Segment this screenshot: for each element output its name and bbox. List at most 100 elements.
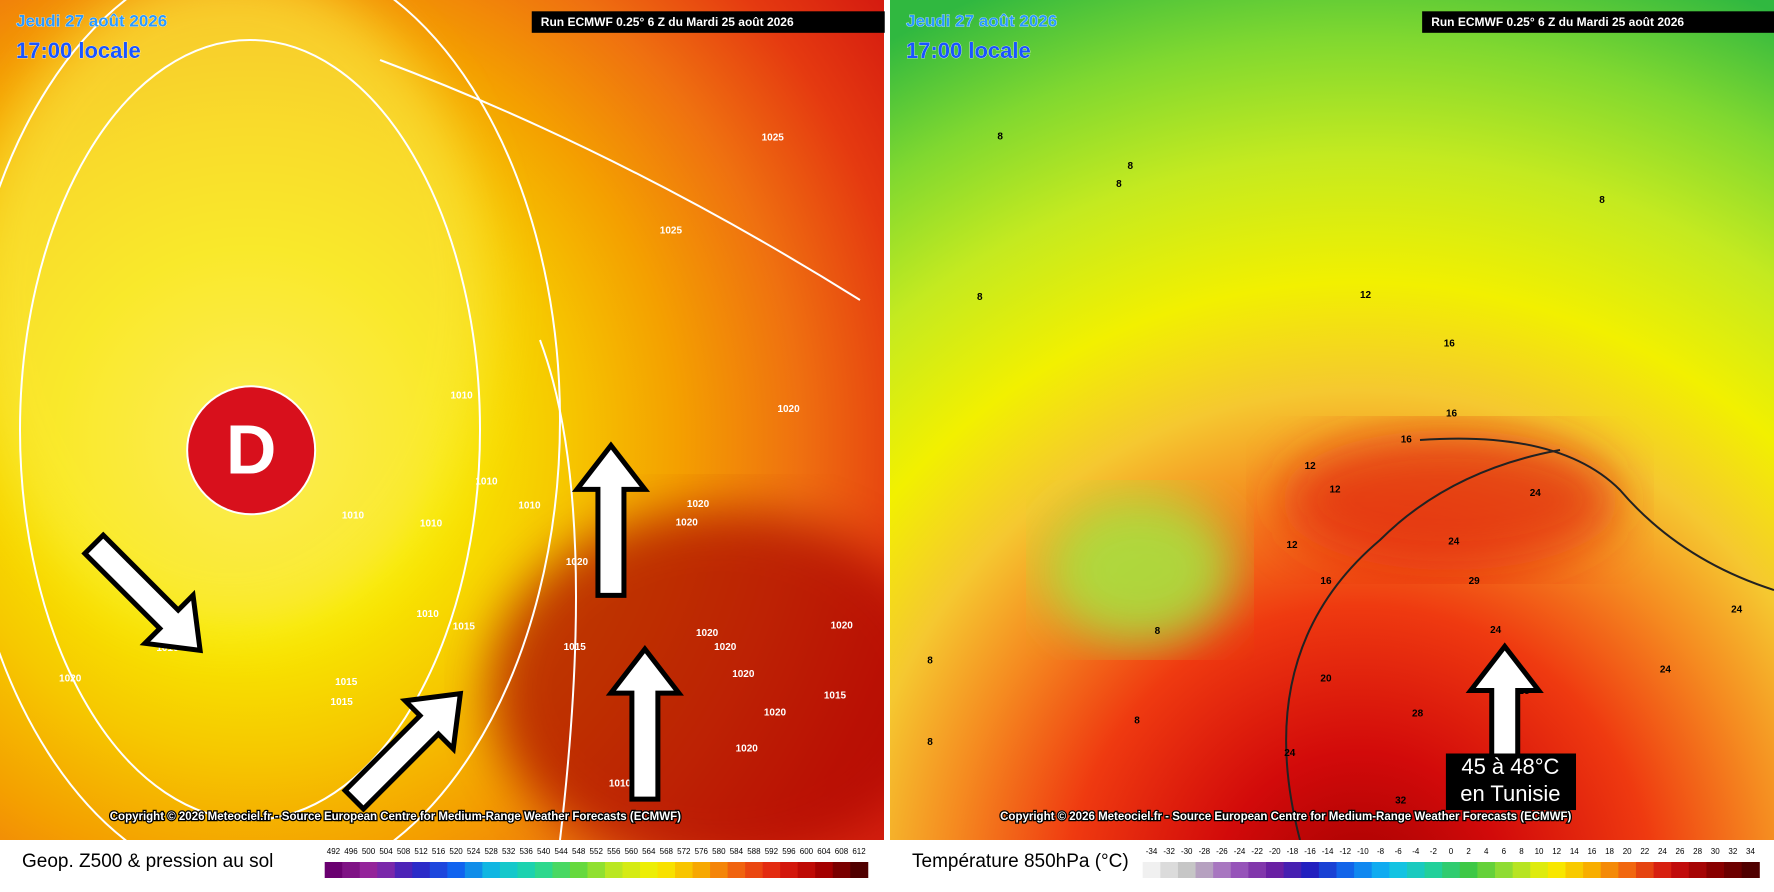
annotation: 45 à 48°C: [1461, 754, 1559, 779]
scale-cell: [1495, 862, 1514, 878]
scale-cell: [640, 862, 659, 878]
scale-label: 512: [414, 847, 428, 856]
scale-cell: [324, 862, 343, 878]
scale-cell: [569, 862, 588, 878]
scale-label: -18: [1287, 847, 1299, 856]
contour-label: 1010: [475, 477, 498, 488]
contour-label: 8: [977, 292, 983, 303]
contour-label: 16: [1446, 409, 1458, 420]
annotation: en Tunisie: [1460, 781, 1560, 806]
scale-cell: [1318, 862, 1337, 878]
scale-cell: [1547, 862, 1567, 878]
scale-label: 564: [642, 847, 656, 856]
scale-cell: [797, 862, 816, 878]
contour-label: 1015: [335, 677, 358, 688]
contour-label: 29: [1469, 576, 1481, 587]
run-label: Run ECMWF 0.25° 6 Z du Mardi 25 août 202…: [541, 15, 794, 29]
scale-cell: [394, 862, 413, 878]
contour-label: 12: [1286, 540, 1298, 551]
contour-label: 1010: [518, 500, 541, 511]
scale-cell: [1177, 862, 1197, 878]
scale-label: -12: [1340, 847, 1352, 856]
scale-label: 24: [1658, 847, 1667, 856]
scale-cell: [552, 862, 571, 878]
scale-label: 2: [1466, 847, 1471, 856]
scale-label: 504: [379, 847, 393, 856]
contour-label: 24: [1731, 604, 1743, 615]
scale-cell: [1301, 862, 1320, 878]
scale-label: 26: [1676, 847, 1685, 856]
scale-cell: [1424, 862, 1443, 878]
scale-cell: [1583, 862, 1602, 878]
scale-cell: [1512, 862, 1531, 878]
contour-label: 12: [1360, 290, 1372, 301]
copyright: Copyright © 2026 Meteociel.fr - Source E…: [110, 811, 681, 823]
scale-cell: [359, 862, 378, 878]
scale-label: -8: [1377, 847, 1385, 856]
scale-cell: [342, 862, 361, 878]
scale-cell: [1336, 862, 1355, 878]
run-box: [531, 11, 885, 33]
scale-cell: [745, 862, 764, 878]
contour-label: 1025: [762, 133, 785, 144]
scale-label: 608: [835, 847, 849, 856]
scale-label: 576: [695, 847, 709, 856]
scale-label: 18: [1605, 847, 1614, 856]
contour-label: 1015: [564, 642, 587, 653]
scale-label: 20: [1623, 847, 1632, 856]
scale-cell: [1442, 862, 1461, 878]
contour-label: 8: [997, 132, 1003, 143]
scale-label: 552: [590, 847, 604, 856]
scale-cell: [1724, 862, 1743, 878]
contour-label: 24: [1284, 748, 1296, 759]
run-label: Run ECMWF 0.25° 6 Z du Mardi 25 août 202…: [1431, 15, 1684, 29]
scale-label: 604: [817, 847, 831, 856]
map-right: [890, 0, 1774, 840]
scale-cell: [1248, 862, 1267, 878]
contour-label: 1010: [609, 779, 632, 790]
scale-label: -28: [1199, 847, 1211, 856]
scale-cell: [1565, 862, 1584, 878]
contour-label: 16: [1401, 435, 1413, 446]
scale-label: 28: [1693, 847, 1702, 856]
scale-label: -20: [1269, 847, 1281, 856]
legend-title: Température 850hPa (°C): [912, 851, 1129, 872]
contour-label: 1020: [714, 642, 737, 653]
scale-cell: [1354, 862, 1373, 878]
scale-label: 600: [800, 847, 814, 856]
scale-label: 532: [502, 847, 516, 856]
scale-cell: [727, 862, 746, 878]
scale-label: 30: [1711, 847, 1720, 856]
scale-label: 4: [1484, 847, 1489, 856]
scale-label: 584: [730, 847, 744, 856]
scale-label: -24: [1234, 847, 1246, 856]
scale-label: 10: [1535, 847, 1544, 856]
scale-label: -10: [1357, 847, 1369, 856]
arrow: [341, 690, 464, 813]
scale-cell: [762, 862, 781, 878]
contour-label: 24: [1530, 488, 1542, 499]
contour-label: 1020: [59, 673, 82, 684]
contour-label: 1015: [824, 690, 847, 701]
scale-cell: [1371, 862, 1390, 878]
time: 17:00 locale: [16, 38, 141, 63]
scale-label: 16: [1587, 847, 1596, 856]
time: 17:00 locale: [906, 38, 1031, 63]
scale-cell: [482, 862, 501, 878]
contour-label: 1020: [566, 557, 589, 568]
contour-label: 1020: [687, 499, 710, 510]
contour-label: 24: [1490, 625, 1502, 636]
contour-label: 12: [1329, 485, 1341, 496]
scale-label: 580: [712, 847, 726, 856]
low-marker: D: [226, 410, 277, 488]
scale-label: 0: [1449, 847, 1454, 856]
scale-cell: [1618, 862, 1637, 878]
contour-label: 1020: [831, 620, 854, 631]
run-box: [1422, 11, 1774, 33]
scale-cell: [1230, 862, 1249, 878]
contour-label: 24: [1660, 664, 1672, 675]
scale-label: -22: [1251, 847, 1263, 856]
scale-cell: [1213, 862, 1232, 878]
scale-label: -34: [1146, 847, 1158, 856]
